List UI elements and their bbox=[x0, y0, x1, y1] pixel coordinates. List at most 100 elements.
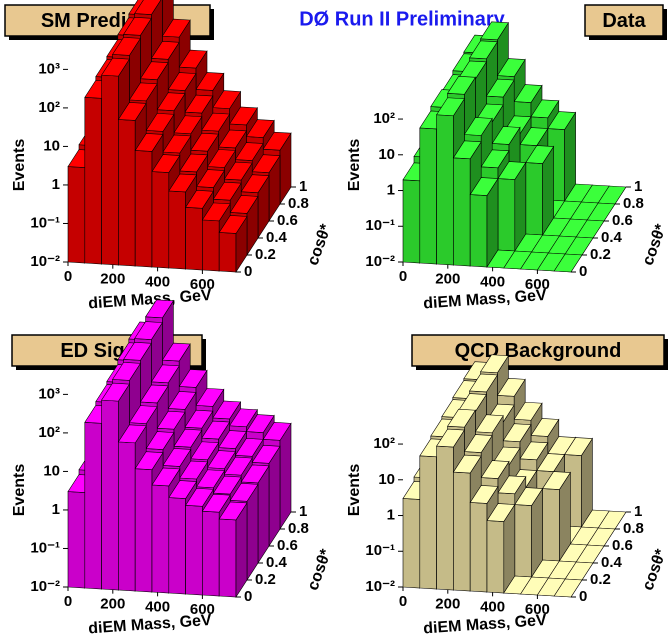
y-tick-label: 10⁻² bbox=[365, 253, 395, 270]
bar-front bbox=[202, 219, 220, 272]
y-tick-label: 10⁻² bbox=[30, 253, 60, 270]
bar-top bbox=[162, 134, 192, 154]
bar-front bbox=[218, 232, 237, 273]
bar-top bbox=[167, 391, 197, 410]
bar-front bbox=[469, 502, 488, 593]
bar-front bbox=[101, 74, 119, 266]
bar bbox=[542, 471, 571, 563]
bar-top bbox=[167, 72, 197, 91]
bar-front bbox=[151, 484, 170, 594]
z-tick-label: 0.8 bbox=[623, 195, 644, 212]
bar-top bbox=[196, 169, 225, 188]
bar-top bbox=[162, 448, 192, 467]
x-tick-label: 200 bbox=[435, 596, 460, 613]
bar-front bbox=[542, 488, 560, 562]
bar-top bbox=[173, 428, 203, 448]
z-axis-label: cosθ* bbox=[639, 221, 670, 267]
bar-front bbox=[118, 119, 136, 267]
bar-top bbox=[223, 456, 253, 476]
bar-front bbox=[453, 471, 471, 592]
bar-top bbox=[195, 72, 225, 91]
z-tick-label: 0.4 bbox=[266, 229, 288, 246]
bar-top bbox=[134, 321, 163, 340]
bar-top bbox=[201, 112, 231, 132]
bar bbox=[514, 487, 544, 579]
bar-top bbox=[178, 369, 208, 388]
bar bbox=[525, 145, 555, 237]
panel-title: QCD Background bbox=[455, 340, 622, 362]
y-tick-label: 10 bbox=[43, 137, 60, 154]
bar-front bbox=[469, 194, 488, 268]
bar-top bbox=[547, 111, 577, 130]
bar-front bbox=[436, 114, 454, 266]
x-axis-label: diEM Mass, GeV bbox=[423, 287, 548, 313]
bar-top bbox=[251, 154, 281, 173]
bar bbox=[486, 503, 516, 595]
y-tick-label: 1 bbox=[387, 506, 395, 523]
bar-top bbox=[156, 410, 186, 430]
bar-top bbox=[150, 364, 180, 384]
z-tick-label: 0.8 bbox=[288, 195, 309, 212]
x-axis-label: diEM Mass, GeV bbox=[423, 612, 548, 638]
bar-top bbox=[262, 131, 292, 151]
bar-top bbox=[190, 132, 220, 152]
bar-front bbox=[402, 498, 421, 589]
y-tick-label: 10³ bbox=[38, 60, 60, 77]
bar-top bbox=[491, 126, 521, 145]
y-tick-label: 10² bbox=[373, 110, 395, 127]
bar-top bbox=[134, 451, 164, 470]
z-tick-label: 0.4 bbox=[601, 229, 623, 246]
z-tick-label: 0.8 bbox=[288, 520, 309, 537]
bar bbox=[218, 501, 248, 599]
bar-top bbox=[112, 37, 141, 56]
x-tick-label: 0 bbox=[399, 593, 407, 610]
bar-top bbox=[123, 342, 152, 361]
bar-top bbox=[452, 140, 482, 160]
bar-top bbox=[123, 17, 152, 36]
bar-top bbox=[436, 428, 465, 448]
x-tick-label: 400 bbox=[145, 273, 170, 290]
bar-top bbox=[496, 378, 526, 397]
z-tick-label: 1 bbox=[299, 503, 307, 520]
bar-top bbox=[469, 40, 498, 60]
y-tick-label: 10⁻² bbox=[365, 578, 395, 595]
bar-top bbox=[151, 154, 181, 173]
bar-front bbox=[84, 96, 102, 265]
bar-top bbox=[452, 454, 482, 474]
bar-front bbox=[67, 166, 86, 264]
bar-top bbox=[201, 493, 231, 513]
y-axis-label: Events bbox=[346, 139, 363, 192]
bar-top bbox=[240, 174, 270, 194]
bar-top bbox=[207, 450, 236, 469]
x-tick-label: 600 bbox=[190, 276, 215, 293]
bar-top bbox=[480, 21, 509, 41]
bar-top bbox=[145, 431, 175, 450]
x-tick-label: 400 bbox=[480, 273, 505, 290]
bar-top bbox=[128, 82, 158, 102]
bar-top bbox=[530, 418, 560, 437]
bar-top bbox=[134, 0, 162, 15]
z-tick-label: 0 bbox=[244, 588, 252, 605]
bar-top bbox=[145, 113, 175, 132]
bar-top bbox=[218, 430, 247, 449]
bar-top bbox=[519, 441, 549, 461]
z-tick-label: 0.2 bbox=[255, 246, 276, 263]
x-tick-label: 600 bbox=[190, 601, 215, 618]
title-box bbox=[584, 4, 664, 37]
y-tick-label: 10 bbox=[378, 471, 395, 488]
bar-top bbox=[179, 460, 209, 480]
bar-top bbox=[151, 467, 181, 487]
bar-top bbox=[218, 501, 248, 521]
x-tick-label: 600 bbox=[525, 276, 550, 293]
bar-top bbox=[184, 94, 214, 114]
bar-top bbox=[168, 480, 198, 499]
y-tick-label: 1 bbox=[52, 176, 60, 193]
bar-front bbox=[151, 171, 170, 269]
y-tick-label: 1 bbox=[52, 501, 60, 518]
x-axis-label: diEM Mass, GeV bbox=[88, 287, 213, 313]
bar-top bbox=[525, 145, 555, 164]
z-tick-label: 0 bbox=[579, 588, 587, 605]
bar-front bbox=[218, 518, 237, 598]
bar-top bbox=[207, 149, 236, 168]
bar-top bbox=[240, 464, 270, 484]
